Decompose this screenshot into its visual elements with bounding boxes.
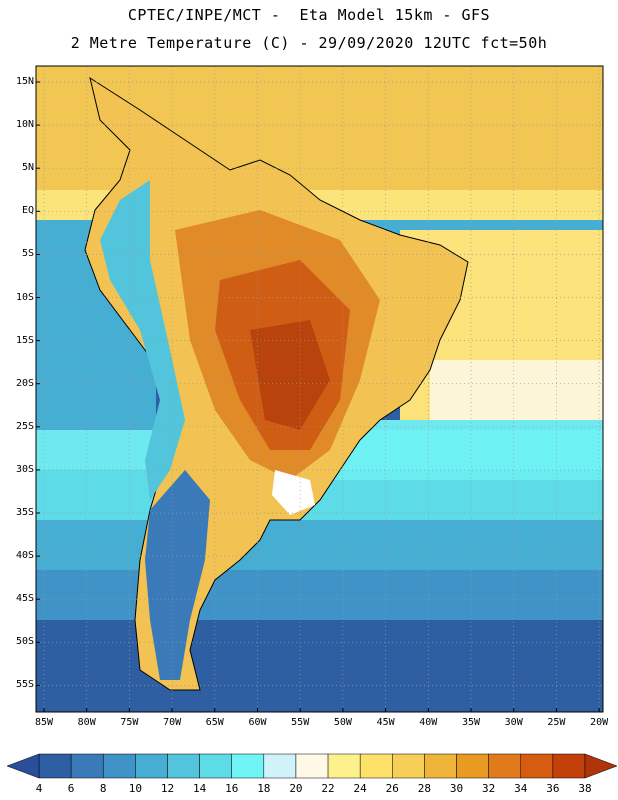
chart-title-line2: 2 Metre Temperature (C) - 29/09/2020 12U…: [70, 34, 548, 52]
colorbar-swatch: [392, 753, 425, 779]
colorbar-label: 34: [514, 782, 528, 795]
colorbar-swatch: [263, 753, 297, 779]
colorbar-swatch: [135, 753, 168, 779]
colorbar-label: 36: [546, 782, 560, 795]
colorbar-label: 24: [353, 782, 367, 795]
lon-label: 80W: [77, 717, 96, 728]
lon-label: 25W: [547, 717, 566, 728]
lat-label: 10N: [15, 119, 34, 131]
lat-label: EQ: [21, 205, 34, 217]
lat-label: 45S: [15, 593, 34, 605]
colorbar-label: 30: [449, 782, 464, 795]
lon-label: 70W: [163, 717, 182, 728]
lat-label: 30S: [15, 463, 34, 475]
colorbar-swatch: [552, 753, 586, 779]
colorbar-swatch: [295, 753, 329, 779]
colorbar-label: 14: [192, 782, 207, 795]
lon-label: 40W: [419, 717, 438, 728]
colorbar-label: 20: [289, 782, 303, 795]
lat-label: 55S: [15, 679, 34, 691]
map-plot-area: [36, 66, 603, 712]
lon-label: 35W: [461, 717, 481, 728]
lat-label: 5S: [21, 248, 34, 260]
colorbar-label: 12: [160, 782, 175, 795]
colorbar-label: 26: [385, 782, 399, 795]
lon-label: 45W: [376, 717, 395, 728]
lat-label: 15S: [15, 334, 34, 346]
colorbar-label: 10: [128, 782, 142, 795]
graticule: [36, 66, 603, 712]
lat-label: 35S: [15, 507, 34, 518]
colorbar-label: 4: [35, 782, 43, 795]
lat-label: 20S: [15, 377, 34, 389]
lat-label: 5N: [21, 162, 34, 174]
lon-label: 65W: [205, 717, 224, 728]
colorbar-swatch: [424, 753, 457, 779]
colorbar-label: 22: [321, 782, 335, 795]
colorbar-label: 28: [417, 782, 432, 795]
lat-label: 50S: [15, 636, 34, 648]
colorbar-swatch: [520, 753, 554, 779]
colorbar-high-arrow: [584, 753, 618, 779]
colorbar-swatch: [199, 753, 232, 779]
colorbar-label: 18: [257, 782, 271, 795]
colorbar-swatch: [38, 753, 72, 779]
lon-label: 30W: [504, 717, 523, 728]
colorbar-label: 38: [578, 782, 592, 795]
map-frame: [35, 65, 604, 713]
lat-label: 15N: [15, 76, 34, 87]
colorbar-label: 16: [225, 782, 239, 795]
lat-label: 10S: [15, 291, 34, 303]
colorbar-swatch: [231, 753, 265, 779]
lat-label: 25S: [15, 420, 34, 432]
lon-label: 55W: [291, 717, 310, 728]
lon-label: 85W: [34, 717, 54, 728]
colorbar-label: 8: [99, 782, 107, 795]
colorbar-swatch: [488, 753, 522, 779]
colorbar: [6, 753, 618, 779]
colorbar-swatch: [102, 753, 136, 779]
lon-label: 60W: [248, 717, 267, 728]
colorbar-swatch: [456, 753, 489, 779]
chart-title-line1: CPTEC/INPE/MCT - Eta Model 15km - GFS: [127, 6, 491, 24]
colorbar-swatch: [70, 753, 104, 779]
colorbar-low-arrow: [6, 753, 40, 779]
colorbar-swatch: [167, 753, 200, 779]
colorbar-label: 32: [482, 782, 496, 795]
lon-label: 20W: [590, 717, 609, 728]
lon-label: 75W: [120, 717, 139, 728]
colorbar-swatch: [327, 753, 361, 779]
colorbar-label: 6: [67, 782, 75, 795]
colorbar-swatch: [359, 753, 393, 779]
lon-label: 50W: [333, 717, 352, 728]
lat-label: 40S: [15, 550, 34, 562]
